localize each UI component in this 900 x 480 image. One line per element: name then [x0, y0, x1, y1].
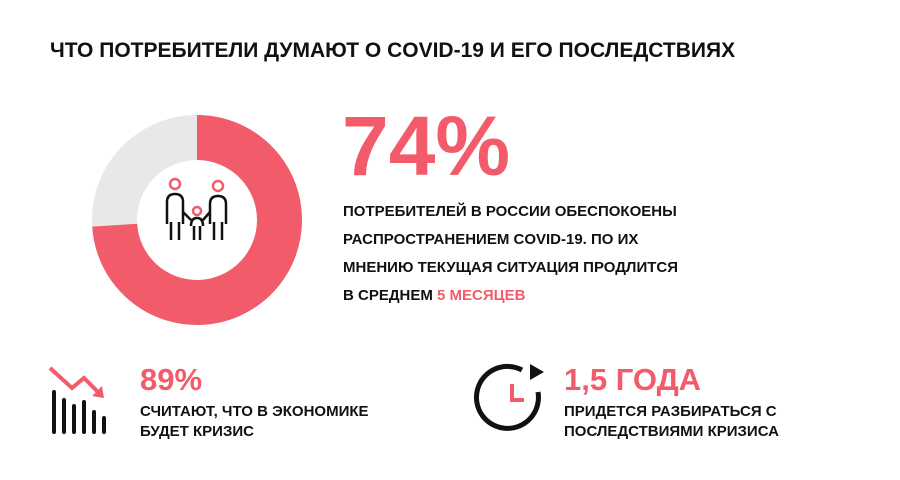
donut: [92, 115, 302, 326]
stat-line: ПОСЛЕДСТВИЯМИ КРИЗИСА: [564, 423, 779, 440]
headline-line: ПОТРЕБИТЕЛЕЙ В РОССИИ ОБЕСПОКОЕНЫ: [343, 202, 677, 220]
headline-line: МНЕНИЮ ТЕКУЩАЯ СИТУАЦИЯ ПРОДЛИТСЯ: [343, 259, 678, 276]
stat-value: 89%: [140, 362, 202, 397]
headline-highlight: 5 МЕСЯЦЕВ: [437, 287, 526, 304]
headline-value: 74%: [342, 99, 510, 193]
stat-value: 1,5 ГОДА: [564, 362, 701, 397]
family-icon: [165, 177, 228, 240]
stat-line: СЧИТАЮТ, ЧТО В ЭКОНОМИКЕ: [140, 403, 369, 420]
donut-segment: [92, 115, 302, 326]
headline-line: РАСПРОСТРАНЕНИЕМ COVID-19. ПО ИХ: [343, 231, 638, 248]
clock-icon: [473, 363, 544, 431]
headline-line: В СРЕДНЕМ 5 МЕСЯЦЕВ: [343, 287, 526, 304]
stat-line: ПРИДЕТСЯ РАЗБИРАТЬСЯ С: [564, 403, 777, 420]
decline-icon: [48, 366, 106, 434]
headline-line: В СРЕДНЕМ: [343, 287, 433, 304]
title: ЧТО ПОТРЕБИТЕЛИ ДУМАЮТ О COVID-19 И ЕГО …: [50, 39, 735, 62]
stat-line: БУДЕТ КРИЗИС: [140, 423, 254, 440]
